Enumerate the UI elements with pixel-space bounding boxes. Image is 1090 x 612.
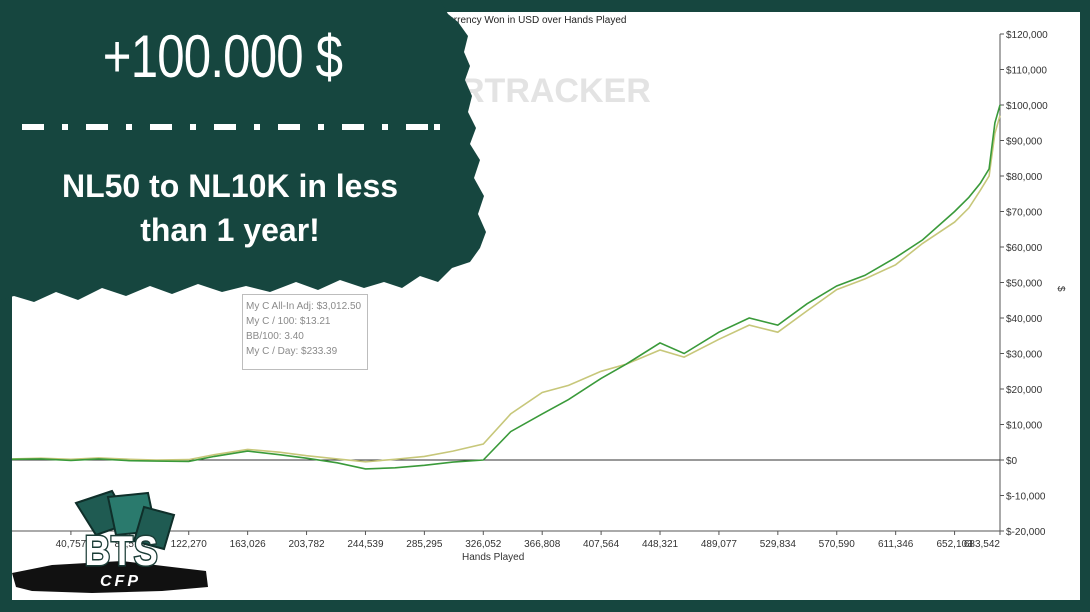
x-axis-ticks: 40,757 81,513 122,270 163,026 203,782 244,539…	[56, 531, 1001, 550]
y-tick-label: $10,000	[1006, 421, 1043, 432]
y-tick-label: $20,000	[1006, 385, 1043, 396]
y-tick-label: $90,000	[1006, 137, 1043, 148]
series-layer	[12, 104, 1001, 470]
stats-tooltip: My C All-In Adj: $3,012.50 My C / 100: $…	[242, 294, 368, 370]
x-tick-label: 652,103	[936, 539, 973, 550]
x-tick-label: 366,808	[524, 539, 561, 550]
x-tick-label: 122,270	[171, 539, 208, 550]
y-tick-label: $50,000	[1006, 279, 1043, 290]
series-line-allin-adj	[12, 115, 1001, 463]
y-tick-label: $30,000	[1006, 350, 1043, 361]
x-tick-label: 326,052	[465, 539, 502, 550]
y-axis-ticks: $120,000 $110,000 $100,000 $90,000 $80,000 $7…	[1000, 30, 1048, 538]
y-tick-label: $120,000	[1006, 30, 1048, 41]
chart-title: Currency Won in USD over Hands Played	[441, 15, 626, 26]
y-tick-label: $80,000	[1006, 172, 1043, 183]
x-tick-label: 203,782	[288, 539, 325, 550]
dash-divider	[22, 124, 440, 130]
x-tick-label: 529,834	[760, 539, 797, 550]
series-line-won	[12, 104, 1001, 470]
tooltip-allin-adj: My C All-In Adj: $3,012.50	[246, 301, 362, 312]
y-tick-label: $110,000	[1006, 66, 1047, 77]
logo-sub-wordmark: CFP	[100, 573, 141, 590]
subtitle-line-1: NL50 to NL10K in less	[61, 168, 399, 204]
tooltip-per-100: My C / 100: $13.21	[246, 316, 331, 327]
x-tick-label: 489,077	[701, 539, 738, 550]
x-tick-label: 81,513	[115, 539, 146, 550]
x-tick-label: 611,346	[878, 539, 914, 550]
x-tick-label: 40,757	[56, 539, 87, 550]
x-tick-label: 244,539	[347, 539, 384, 550]
y-tick-label: $40,000	[1006, 314, 1043, 325]
y-tick-label: $60,000	[1006, 243, 1043, 254]
y-tick-label: $-10,000	[1006, 492, 1046, 503]
x-tick-label: 570,590	[819, 539, 856, 550]
x-tick-label: 448,321	[642, 539, 679, 550]
tracker-watermark: RTRACKER	[460, 72, 651, 110]
tooltip-bb-100: BB/100: 3.40	[246, 331, 304, 342]
headline-banner-shape	[0, 0, 486, 302]
x-tick-label: 163,026	[230, 539, 267, 550]
y-tick-label: $70,000	[1006, 208, 1043, 219]
tooltip-per-day: My C / Day: $233.39	[246, 346, 338, 357]
x-axis-label: Hands Played	[462, 552, 524, 563]
line-chart: RTRACKER Currency Won in USD over Hands …	[12, 15, 1066, 563]
headline-amount: +100.000 $	[102, 23, 343, 90]
logo-wordmark: BTS	[83, 526, 159, 576]
subtitle-line-2: than 1 year!	[140, 212, 320, 248]
bts-logo: BTS CFP	[12, 487, 212, 597]
cards-logo-icon	[12, 489, 208, 593]
x-tick-label: 407,564	[583, 539, 620, 550]
x-tick-label: 285,295	[406, 539, 443, 550]
y-axis-label: $	[1055, 286, 1066, 292]
y-tick-label: $-20,000	[1006, 527, 1046, 538]
headline-subtitle: NL50 to NL10K in less than 1 year!	[20, 164, 440, 252]
y-tick-label: $100,000	[1006, 101, 1048, 112]
x-tick-label: 683,542	[964, 539, 1001, 550]
y-tick-label: $0	[1006, 456, 1018, 467]
